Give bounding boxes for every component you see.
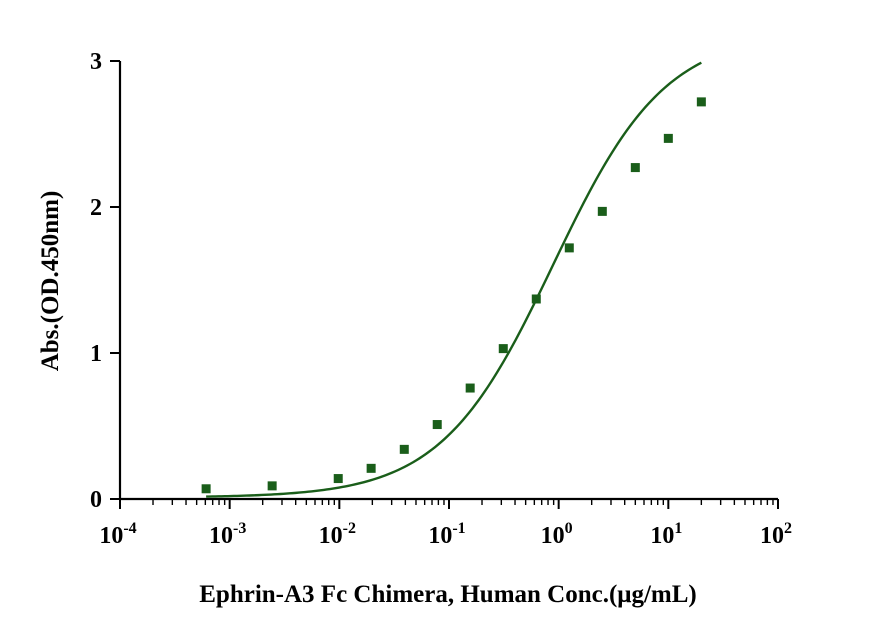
- data-point: [267, 481, 277, 491]
- data-point: [465, 383, 475, 393]
- x-tick-label: 10-2: [319, 520, 356, 549]
- y-tick-label: 2: [90, 195, 102, 221]
- data-point: [201, 484, 211, 494]
- fit-curve: [206, 61, 702, 498]
- x-tick-label: 101: [650, 520, 682, 549]
- data-point: [663, 133, 673, 143]
- data-point: [564, 243, 574, 253]
- x-tick-label: 100: [541, 520, 573, 549]
- x-tick-label: 10-4: [99, 520, 136, 549]
- data-point: [432, 420, 442, 430]
- x-tick-label: 102: [760, 520, 792, 549]
- data-points: [201, 97, 706, 494]
- data-point: [333, 474, 343, 484]
- data-point: [399, 444, 409, 454]
- y-tick-label: 3: [90, 49, 102, 75]
- data-point: [597, 206, 607, 216]
- data-point: [531, 294, 541, 304]
- ticks: 0 1 2 3 10-4 10-3 10-2 10-1 100 101 102: [90, 49, 792, 549]
- x-tick-label: 10-1: [428, 520, 465, 549]
- data-point: [498, 344, 508, 354]
- x-tick-label: 10-3: [209, 520, 246, 549]
- data-point: [630, 163, 640, 173]
- y-axis-title: Abs.(OD.450nm): [37, 191, 64, 372]
- data-point: [696, 97, 706, 107]
- y-tick-label: 0: [90, 487, 102, 513]
- data-point: [366, 463, 376, 473]
- x-axis-title: Ephrin-A3 Fc Chimera, Human Conc.(μg/mL): [199, 581, 697, 608]
- y-tick-label: 1: [90, 341, 102, 367]
